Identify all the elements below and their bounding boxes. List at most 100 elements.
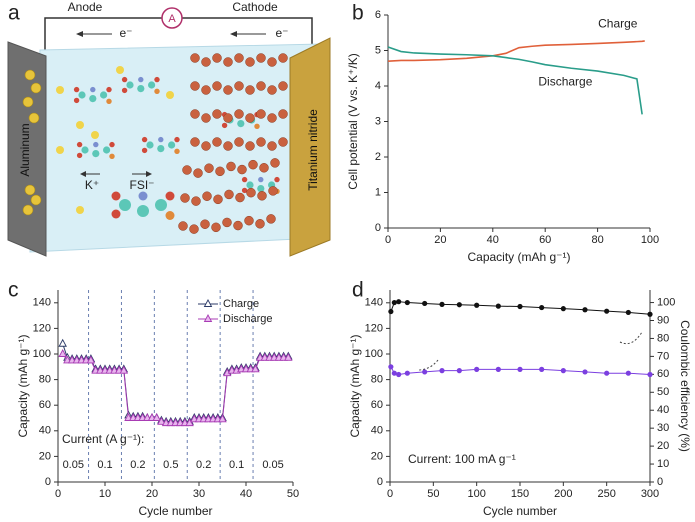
x-tick-label: 250: [597, 488, 615, 500]
series-line: [390, 301, 651, 315]
arrow-head: [76, 31, 83, 37]
x-tick-label: 200: [554, 488, 572, 500]
graphite-atom: [256, 137, 266, 147]
marker: [539, 366, 545, 372]
ammeter-label: A: [168, 13, 176, 25]
wire: [182, 17, 313, 48]
graphite-atom: [233, 220, 243, 231]
marker: [396, 371, 402, 378]
x-tick-label: 30: [193, 488, 205, 500]
marker: [388, 308, 394, 315]
marker: [203, 299, 213, 307]
molecule-atom: [76, 141, 83, 148]
y-tick-label: 60: [371, 399, 383, 411]
molecule-atom: [111, 209, 121, 219]
rate-label: 0.05: [262, 459, 283, 471]
electron-label: e⁻: [275, 26, 288, 40]
graphite-atom: [190, 109, 200, 119]
graphite-atom: [201, 85, 211, 95]
molecule-atom: [157, 145, 165, 153]
graphite-atom: [215, 166, 225, 177]
graphite-atom: [278, 81, 288, 91]
marker: [404, 299, 410, 306]
panel-label: b: [352, 2, 364, 25]
series-line: [62, 343, 289, 423]
y2-tick-label: 20: [657, 440, 669, 452]
molecule-atom: [78, 91, 86, 99]
molecule-atom: [138, 76, 144, 83]
x-tick-label: 0: [55, 488, 61, 500]
marker: [474, 366, 480, 372]
molecule-atom: [174, 136, 180, 143]
molecule-atom: [155, 199, 167, 211]
molecule-atom: [89, 95, 97, 103]
marker: [517, 366, 523, 372]
molecule-atom: [109, 141, 115, 148]
marker: [422, 369, 428, 375]
x-tick-label: 100: [641, 234, 659, 246]
aluminum-label: Aluminum: [18, 123, 32, 176]
rate-label: 0.1: [97, 459, 112, 471]
particles: [22, 53, 288, 234]
y-tick-label: 80: [371, 374, 383, 386]
molecule-atom: [138, 191, 148, 201]
wire: [44, 17, 162, 52]
molecule-atom: [73, 86, 80, 93]
x-tick-label: 40: [240, 488, 252, 500]
ammeter: [161, 7, 183, 29]
marker: [218, 414, 227, 423]
molecule-atom: [254, 123, 260, 129]
series-line: [62, 353, 289, 424]
graphite-atom: [212, 109, 222, 119]
y-tick-label: 0: [377, 476, 383, 488]
potassium-atom: [22, 204, 34, 216]
potassium-atom: [30, 194, 42, 206]
molecule-atom: [109, 153, 115, 159]
graphite-atom: [256, 109, 266, 119]
graphite-atom: [190, 53, 200, 63]
y-tick-label: 40: [39, 425, 51, 437]
y-tick-label: 140: [365, 297, 383, 309]
marker: [58, 338, 67, 347]
rate-label: 0.5: [163, 459, 178, 471]
marker: [517, 303, 523, 310]
series-line: [387, 40, 645, 62]
graphite-atom: [268, 186, 278, 196]
y2-tick-label: 80: [657, 332, 669, 344]
marker: [439, 301, 445, 307]
marker: [58, 349, 67, 357]
potassium-ion: [76, 206, 84, 214]
y-tick-label: 140: [33, 297, 51, 309]
graphite-atom: [223, 113, 233, 123]
graphite-atom: [246, 187, 256, 198]
graphite-atom: [267, 113, 277, 123]
marker: [152, 413, 161, 421]
y2-tick-label: 90: [657, 314, 669, 326]
molecule-atom: [76, 152, 83, 159]
marker: [647, 371, 653, 378]
graphite-atom: [189, 224, 199, 234]
marker: [157, 416, 166, 425]
molecule-atom: [154, 88, 160, 95]
molecule-atom: [246, 181, 254, 189]
x-tick-label: 100: [467, 488, 485, 500]
marker: [119, 365, 129, 374]
graphite-atom: [245, 57, 255, 67]
graphite-atom: [278, 137, 288, 147]
marker: [604, 370, 610, 376]
y-tick-label: 1: [375, 186, 381, 198]
potassium-atom: [30, 82, 42, 94]
series-label: Charge: [598, 17, 638, 31]
potassium-ion: [91, 131, 99, 139]
y2-tick-label: 10: [657, 458, 669, 470]
graphite-atom: [266, 214, 276, 224]
panel-label: a: [8, 2, 20, 25]
graphite-atom: [200, 219, 210, 229]
anion-label: FSI⁻: [129, 178, 154, 192]
graphite-atom: [259, 163, 269, 173]
marker: [604, 308, 610, 314]
graphite-atom: [245, 141, 255, 151]
panel-label: d: [352, 279, 364, 302]
graphite-atom: [212, 81, 222, 91]
